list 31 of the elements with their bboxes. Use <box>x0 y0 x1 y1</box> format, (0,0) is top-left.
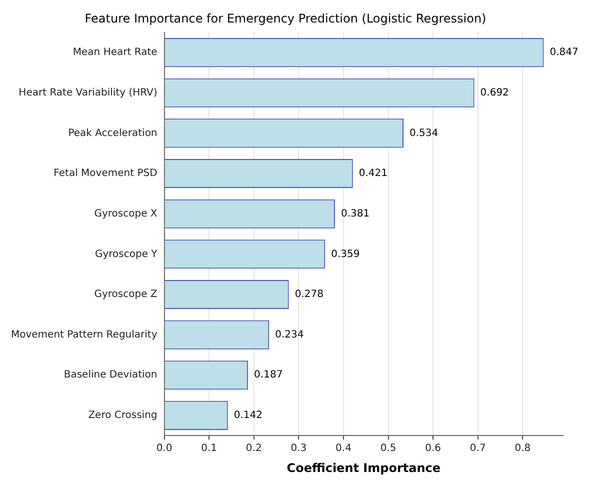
x-tick-label: 0.6 <box>425 443 442 454</box>
data-label: 0.534 <box>410 128 438 139</box>
data-label: 0.142 <box>234 410 263 422</box>
y-tick-label: Mean Heart Rate <box>72 47 158 58</box>
data-label: 0.692 <box>480 87 509 98</box>
y-tick-label: Movement Pattern Regularity <box>10 329 158 340</box>
chart-title: Feature Importance for Emergency Prediction (Logistic Regression) <box>84 11 486 26</box>
x-tick-label: 0.7 <box>470 443 486 454</box>
x-tick-label: 0.0 <box>156 443 172 454</box>
x-tick-label: 0.8 <box>514 443 531 454</box>
x-tick-label: 0.3 <box>290 443 307 454</box>
y-tick-label: Gyroscope Y <box>94 248 158 260</box>
x-tick-label: 0.2 <box>246 443 262 454</box>
y-tick-label: Fetal Movement PSD <box>54 168 158 180</box>
data-label: 0.187 <box>254 370 283 381</box>
y-tick-label: Baseline Deviation <box>64 370 158 381</box>
x-tick-label: 0.5 <box>380 443 396 454</box>
data-label: 0.359 <box>331 248 360 260</box>
data-label: 0.234 <box>275 329 304 340</box>
y-tick-label: Gyroscope Z <box>94 289 158 300</box>
y-tick-label: Peak Acceleration <box>68 128 158 139</box>
data-label: 0.421 <box>358 168 388 180</box>
data-label: 0.278 <box>294 289 324 300</box>
x-axis-title: Coefficient Importance <box>286 460 441 475</box>
x-tick-label: 0.1 <box>201 443 218 454</box>
data-label: 0.847 <box>550 47 578 58</box>
x-tick-label: 0.4 <box>336 443 352 454</box>
data-label: 0.381 <box>340 208 370 220</box>
y-tick-label: Zero Crossing <box>88 410 158 422</box>
y-tick-label: Heart Rate Variability (HRV) <box>18 87 158 98</box>
y-tick-label: Gyroscope X <box>94 208 158 220</box>
